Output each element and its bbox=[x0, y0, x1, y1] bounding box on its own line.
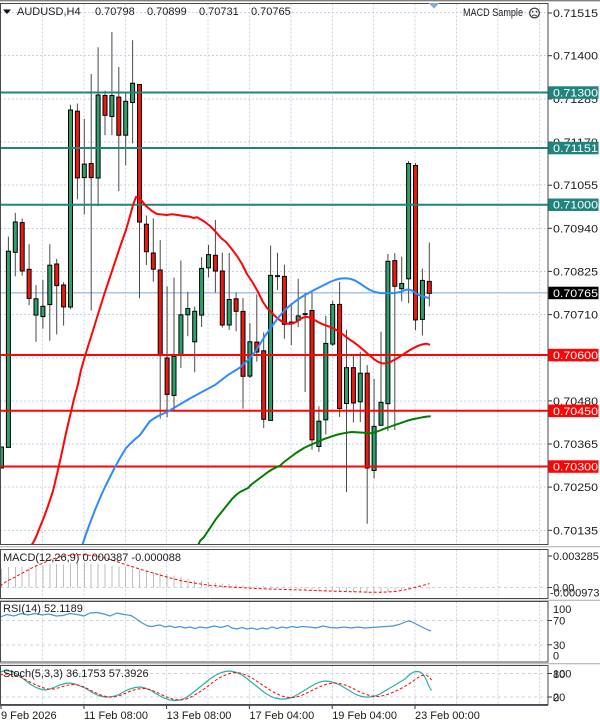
svg-text:19 Feb 04:00: 19 Feb 04:00 bbox=[332, 710, 397, 722]
svg-text:0.71151: 0.71151 bbox=[553, 143, 598, 155]
svg-text:23 Feb 00:00: 23 Feb 00:00 bbox=[415, 710, 480, 722]
svg-text:100: 100 bbox=[553, 669, 571, 681]
svg-text:MACD Sample: MACD Sample bbox=[463, 7, 523, 19]
svg-text:70: 70 bbox=[553, 616, 565, 628]
svg-text:0: 0 bbox=[553, 651, 559, 663]
svg-text:0.71400: 0.71400 bbox=[553, 51, 598, 63]
svg-text:0.71515: 0.71515 bbox=[553, 8, 598, 20]
svg-text:0.70710: 0.70710 bbox=[553, 310, 598, 322]
svg-text:0.70135: 0.70135 bbox=[553, 525, 598, 537]
svg-text:0.71055: 0.71055 bbox=[553, 180, 598, 192]
svg-text:30: 30 bbox=[553, 640, 565, 652]
svg-text:9 Feb 2026: 9 Feb 2026 bbox=[1, 710, 57, 722]
svg-text:0: 0 bbox=[553, 692, 559, 704]
svg-text:Stoch(5,3,3) 36.1753 57.3926: Stoch(5,3,3) 36.1753 57.3926 bbox=[3, 668, 149, 680]
svg-text:17 Feb 04:00: 17 Feb 04:00 bbox=[249, 710, 314, 722]
svg-text:0.70765: 0.70765 bbox=[251, 6, 291, 18]
svg-text:0.00: 0.00 bbox=[553, 583, 574, 595]
svg-text:0.70365: 0.70365 bbox=[553, 439, 598, 451]
svg-text:0.70825: 0.70825 bbox=[553, 266, 598, 278]
svg-text:AUDUSD,H4: AUDUSD,H4 bbox=[17, 6, 81, 18]
svg-text:RSI(14) 52.1189: RSI(14) 52.1189 bbox=[3, 603, 83, 615]
svg-text:80: 80 bbox=[553, 669, 565, 681]
svg-text:0.70798: 0.70798 bbox=[95, 6, 135, 18]
svg-text:MACD(12,26,9) 0.000387 -0.0000: MACD(12,26,9) 0.000387 -0.000088 bbox=[3, 552, 181, 564]
svg-text:0.71300: 0.71300 bbox=[553, 88, 598, 100]
svg-text:0.70899: 0.70899 bbox=[147, 6, 187, 18]
svg-text:0.70765: 0.70765 bbox=[553, 288, 598, 300]
svg-text:0.71000: 0.71000 bbox=[553, 200, 598, 212]
svg-text:0.70450: 0.70450 bbox=[553, 406, 598, 418]
svg-text:-0.000973: -0.000973 bbox=[550, 588, 600, 600]
svg-text:0.70731: 0.70731 bbox=[199, 6, 239, 18]
svg-text:11 Feb 08:00: 11 Feb 08:00 bbox=[84, 710, 148, 722]
svg-text:13 Feb 08:00: 13 Feb 08:00 bbox=[167, 710, 232, 722]
svg-text:100: 100 bbox=[553, 604, 571, 616]
svg-text:20: 20 bbox=[553, 692, 565, 704]
svg-text:0.70940: 0.70940 bbox=[553, 223, 598, 235]
svg-text:0.70300: 0.70300 bbox=[553, 462, 598, 474]
svg-text:0.70600: 0.70600 bbox=[553, 350, 598, 362]
svg-text:0.70250: 0.70250 bbox=[553, 482, 598, 494]
svg-text:0.003285: 0.003285 bbox=[553, 551, 599, 563]
